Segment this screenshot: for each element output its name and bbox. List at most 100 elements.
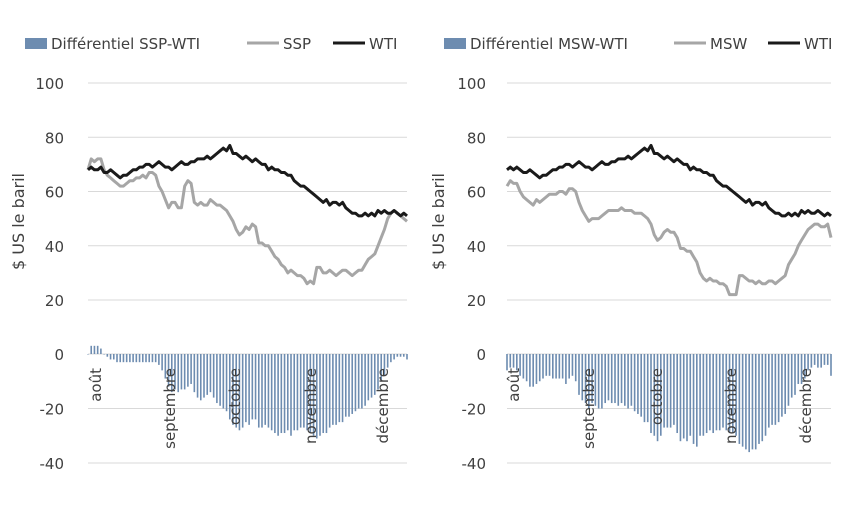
diff-bar xyxy=(578,354,580,395)
diff-bar xyxy=(768,354,770,428)
diff-bar xyxy=(87,354,89,355)
diff-bar xyxy=(264,354,267,425)
y-tick-label: -20 xyxy=(40,401,65,419)
y-tick-label: 80 xyxy=(45,129,64,147)
primary-series-line xyxy=(86,157,408,286)
diff-bar xyxy=(686,354,688,442)
diff-bar xyxy=(620,354,623,404)
diff-bar xyxy=(584,354,587,404)
month-label: décembre xyxy=(797,368,815,443)
chart-panel-1: 100 80 60 40 20 0 -20 -40 $ US le baril août septe… xyxy=(9,35,408,473)
diff-bar xyxy=(177,354,180,393)
diff-bar xyxy=(676,354,678,434)
diff-bar xyxy=(338,354,341,423)
diff-bar xyxy=(545,354,548,376)
diff-bar xyxy=(669,354,672,428)
diff-bar xyxy=(100,348,102,354)
diff-bar xyxy=(341,354,344,423)
diff-bar xyxy=(254,354,257,420)
diff-bar xyxy=(525,354,528,382)
diff-bar xyxy=(614,354,616,404)
diff-bar xyxy=(103,354,105,355)
month-label: novembre xyxy=(722,368,740,444)
diff-bar xyxy=(679,354,682,442)
y-tick-label: 60 xyxy=(45,184,64,202)
diff-bar xyxy=(817,354,819,368)
diff-bar xyxy=(406,354,408,360)
diff-bar xyxy=(509,354,512,368)
diff-bar xyxy=(222,354,225,409)
diff-bar xyxy=(158,354,160,365)
diff-bar xyxy=(119,354,122,363)
legend-label-differential: Différentiel MSW-WTI xyxy=(470,35,628,53)
diff-bar xyxy=(748,354,750,453)
diff-bar xyxy=(280,354,283,434)
diff-bar xyxy=(199,354,202,401)
y-tick-label: -20 xyxy=(462,401,487,419)
diff-bar xyxy=(290,354,292,436)
diff-bar xyxy=(597,354,600,409)
diff-bar xyxy=(646,354,649,423)
diff-bar xyxy=(771,354,773,425)
diff-bar xyxy=(738,354,741,444)
legend-label-primary: SSP xyxy=(283,35,311,53)
diff-bar xyxy=(154,354,157,363)
diff-bar xyxy=(797,354,800,384)
diff-bar xyxy=(370,354,373,398)
diff-bar xyxy=(542,354,544,379)
wti-series-line xyxy=(506,143,832,218)
diff-bar xyxy=(660,354,662,436)
diff-bar xyxy=(532,354,534,387)
diff-bar xyxy=(741,354,744,447)
diff-bar xyxy=(109,354,112,360)
diff-bar xyxy=(248,354,250,425)
wti-series-line xyxy=(87,143,408,218)
diff-bar xyxy=(722,354,724,428)
y-tick-label: 0 xyxy=(54,346,64,364)
diff-bar xyxy=(715,354,718,431)
diff-bar xyxy=(552,354,554,379)
legend-label-wti: WTI xyxy=(369,35,397,53)
diff-bar xyxy=(633,354,636,412)
diff-bar xyxy=(148,354,151,363)
diff-bar xyxy=(135,354,138,363)
diff-bar xyxy=(383,354,386,376)
diff-bar xyxy=(601,354,603,409)
diff-bar xyxy=(193,354,196,393)
diff-bar xyxy=(267,354,270,428)
diff-bar xyxy=(373,354,376,395)
diff-bar xyxy=(402,354,405,357)
y-tick-label: 60 xyxy=(467,184,486,202)
diff-bar xyxy=(344,354,347,417)
diff-bar xyxy=(813,354,816,365)
diff-bar xyxy=(689,354,692,436)
diff-bar xyxy=(640,354,642,417)
month-label: octobre xyxy=(226,368,244,425)
legend-swatch-differential xyxy=(25,38,47,49)
diff-bar xyxy=(235,354,238,428)
diff-bar xyxy=(129,354,131,363)
diff-bar xyxy=(732,354,734,434)
y-tick-label: 40 xyxy=(45,238,64,256)
diff-bar xyxy=(212,354,215,398)
diff-bar xyxy=(692,354,695,444)
diff-bar xyxy=(535,354,538,384)
diff-bar xyxy=(180,354,183,390)
diff-bar xyxy=(804,354,806,379)
diff-bar xyxy=(132,354,134,363)
diff-bar xyxy=(696,354,698,447)
diff-bar xyxy=(574,354,577,382)
diff-bar xyxy=(820,354,822,368)
diff-bar xyxy=(393,354,395,360)
diff-bar xyxy=(96,345,99,354)
y-tick-label: 100 xyxy=(35,75,64,93)
diff-bar xyxy=(312,354,315,436)
diff-bar xyxy=(380,354,383,382)
diff-bar xyxy=(784,354,786,414)
diff-bar xyxy=(357,354,360,409)
diff-bar xyxy=(196,354,199,398)
diff-bar xyxy=(656,354,659,442)
diff-bar xyxy=(728,354,731,434)
diff-bar xyxy=(396,354,399,357)
diff-bar xyxy=(167,354,170,387)
